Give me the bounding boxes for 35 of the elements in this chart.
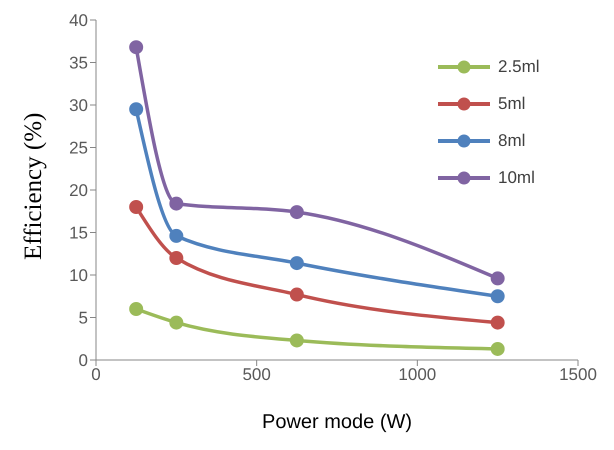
y-tick-label: 35 — [69, 54, 88, 73]
point — [290, 256, 304, 270]
x-axis-title: Power mode (W) — [262, 411, 412, 433]
y-tick-label: 0 — [78, 351, 88, 370]
point — [129, 102, 144, 116]
legend-label: 8ml — [498, 130, 526, 150]
point — [490, 316, 505, 330]
x-tick-label: 0 — [91, 365, 101, 384]
point — [490, 271, 505, 286]
point — [490, 289, 505, 304]
y-tick-label: 25 — [69, 138, 88, 158]
legend-label: 5ml — [498, 94, 526, 114]
point — [169, 316, 184, 330]
x-tick-label: 500 — [242, 365, 271, 384]
y-tick-label: 5 — [78, 308, 88, 328]
y-tick-label: 40 — [69, 11, 88, 30]
x-tick-label: 1000 — [398, 365, 436, 384]
point — [129, 40, 144, 54]
legend-label: 2.5ml — [498, 56, 540, 76]
y-tick-label: 15 — [69, 224, 88, 243]
point — [169, 251, 184, 265]
y-tick-label: 10 — [69, 266, 88, 286]
point — [290, 288, 304, 302]
point — [129, 302, 144, 316]
y-tick-label: 30 — [69, 96, 88, 116]
y-tick-label: 20 — [69, 181, 88, 200]
point — [129, 200, 144, 214]
point — [169, 228, 184, 243]
point — [290, 205, 304, 220]
point — [490, 342, 505, 356]
legend-label: 10ml — [498, 168, 535, 188]
point — [169, 196, 184, 211]
point — [290, 333, 304, 348]
y-axis-title: Efficiency (%) — [20, 112, 47, 260]
x-tick-label: 1500 — [559, 365, 597, 384]
